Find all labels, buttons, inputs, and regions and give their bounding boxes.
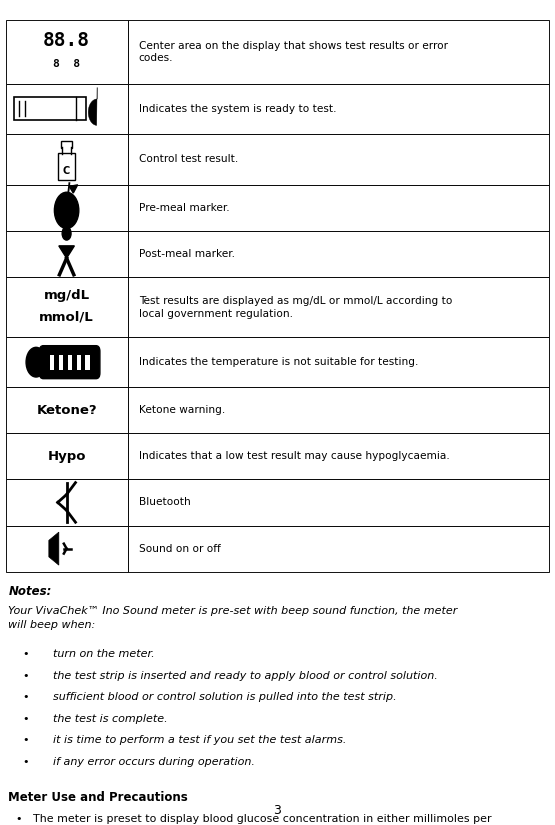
Bar <box>68 355 72 370</box>
Bar <box>128 84 549 134</box>
Bar <box>58 153 75 180</box>
Bar <box>6 433 128 479</box>
Bar <box>6 20 128 84</box>
Bar <box>85 355 90 370</box>
Text: Indicates the temperature is not suitable for testing.: Indicates the temperature is not suitabl… <box>139 357 418 367</box>
Bar <box>128 20 549 84</box>
Bar <box>6 134 128 185</box>
Text: Hypo: Hypo <box>47 450 86 463</box>
Text: it is time to perform a test if you set the test alarms.: it is time to perform a test if you set … <box>53 735 346 745</box>
Text: Meter Use and Precautions: Meter Use and Precautions <box>8 791 188 804</box>
Circle shape <box>54 192 79 229</box>
Text: •: • <box>22 692 29 702</box>
Bar <box>6 185 128 231</box>
Bar <box>128 479 549 526</box>
Text: Indicates that a low test result may cause hypoglycaemia.: Indicates that a low test result may cau… <box>139 451 450 461</box>
Text: •: • <box>22 671 29 681</box>
Bar <box>61 141 72 148</box>
Bar <box>6 337 128 387</box>
Bar <box>128 185 549 231</box>
Bar <box>59 355 63 370</box>
Bar <box>6 84 128 134</box>
Bar <box>63 147 71 153</box>
Bar <box>128 231 549 277</box>
Text: Post-meal marker.: Post-meal marker. <box>139 249 235 259</box>
Text: Ketone warning.: Ketone warning. <box>139 405 225 415</box>
Text: •: • <box>16 814 22 824</box>
Text: •: • <box>22 714 29 724</box>
FancyBboxPatch shape <box>39 346 100 379</box>
Bar <box>128 526 549 572</box>
Polygon shape <box>88 87 97 125</box>
Polygon shape <box>59 246 74 258</box>
Bar <box>50 355 54 370</box>
Text: 3: 3 <box>274 804 281 817</box>
Polygon shape <box>49 532 59 565</box>
Circle shape <box>62 227 71 240</box>
Text: C: C <box>63 166 70 176</box>
FancyBboxPatch shape <box>14 97 86 120</box>
Text: Your VivaChek™ Ino Sound meter is pre-set with beep sound function, the meter
wi: Your VivaChek™ Ino Sound meter is pre-se… <box>8 606 458 629</box>
Text: mg/dL: mg/dL <box>43 290 90 302</box>
Bar <box>128 277 549 337</box>
Text: sufficient blood or control solution is pulled into the test strip.: sufficient blood or control solution is … <box>53 692 396 702</box>
Bar <box>6 526 128 572</box>
Text: Bluetooth: Bluetooth <box>139 497 190 507</box>
Text: •: • <box>22 735 29 745</box>
Circle shape <box>26 347 46 377</box>
Bar <box>77 355 81 370</box>
Text: Test results are displayed as mg/dL or mmol/L according to
local government regu: Test results are displayed as mg/dL or m… <box>139 296 452 318</box>
Bar <box>6 277 128 337</box>
Text: Indicates the system is ready to test.: Indicates the system is ready to test. <box>139 104 336 114</box>
Bar <box>128 387 549 433</box>
Text: •: • <box>22 757 29 766</box>
Text: Control test result.: Control test result. <box>139 154 238 164</box>
Text: Ketone?: Ketone? <box>36 403 97 417</box>
Text: Pre-meal marker.: Pre-meal marker. <box>139 203 229 213</box>
Text: Notes:: Notes: <box>8 585 52 598</box>
Text: 8  8: 8 8 <box>53 59 80 68</box>
Text: 88.8: 88.8 <box>43 31 90 50</box>
Text: the test is complete.: the test is complete. <box>53 714 168 724</box>
Polygon shape <box>69 185 78 193</box>
Bar <box>128 134 549 185</box>
Bar <box>6 387 128 433</box>
Text: the test strip is inserted and ready to apply blood or control solution.: the test strip is inserted and ready to … <box>53 671 437 681</box>
Text: •: • <box>22 649 29 659</box>
Text: mmol/L: mmol/L <box>39 311 94 323</box>
Bar <box>128 433 549 479</box>
Bar <box>6 479 128 526</box>
Text: The meter is preset to display blood glucose concentration in either millimoles : The meter is preset to display blood glu… <box>33 814 492 825</box>
Bar <box>6 231 128 277</box>
Text: if any error occurs during operation.: if any error occurs during operation. <box>53 757 255 766</box>
Bar <box>128 337 549 387</box>
Text: Center area on the display that shows test results or error
codes.: Center area on the display that shows te… <box>139 40 448 64</box>
Text: turn on the meter.: turn on the meter. <box>53 649 154 659</box>
Text: Sound on or off: Sound on or off <box>139 544 220 554</box>
